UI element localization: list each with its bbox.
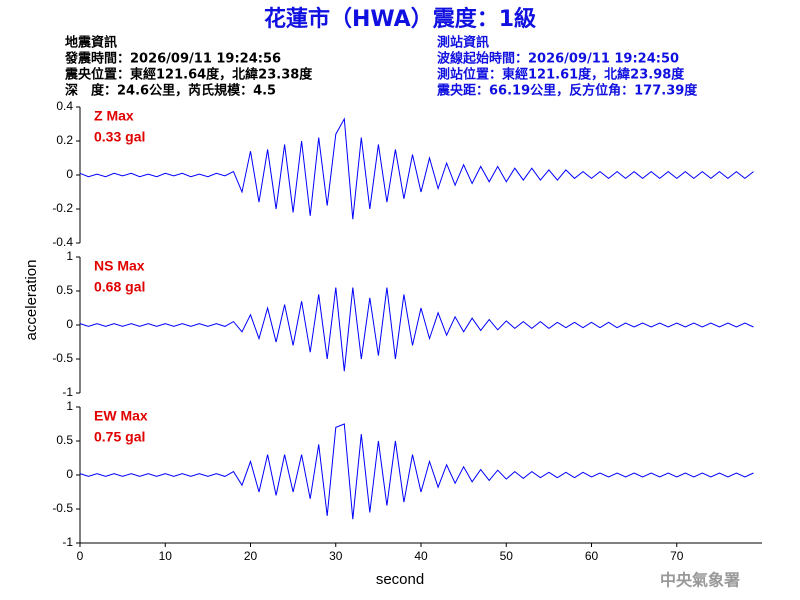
y-tick-label: 1 bbox=[66, 249, 73, 263]
x-tick-label: 50 bbox=[500, 549, 514, 563]
panel-label: Z Max bbox=[94, 108, 134, 124]
panel-annotation: 0.68 gal bbox=[94, 279, 145, 295]
info: 測站資訊 bbox=[437, 35, 489, 51]
x-tick-label: 70 bbox=[670, 549, 684, 563]
x-tick-label: 40 bbox=[414, 549, 428, 563]
waveform bbox=[79, 423, 754, 520]
y-axis-label: acceleration bbox=[23, 260, 40, 341]
x-axis-label: second bbox=[376, 571, 424, 588]
info: 震央位置：東經121.64度，北緯23.38度 bbox=[64, 67, 313, 83]
info: 震央距：66.19公里，反方位角：177.39度 bbox=[436, 83, 698, 99]
y-tick-label: -0.5 bbox=[52, 501, 73, 515]
y-tick-label: -1 bbox=[62, 535, 73, 549]
info: 地震資訊 bbox=[65, 35, 117, 51]
panel-label: EW Max bbox=[94, 408, 148, 424]
y-tick-label: 0.5 bbox=[56, 283, 73, 297]
panel-annotation: 0.33 gal bbox=[94, 129, 145, 145]
y-tick-label: -0.5 bbox=[52, 351, 73, 365]
panel-annotation: 0.75 gal bbox=[94, 429, 145, 445]
y-tick-label: 0 bbox=[66, 167, 73, 181]
footer: 中央氣象署 bbox=[660, 571, 740, 590]
info: 發震時間：2026/09/11 19:24:56 bbox=[64, 51, 281, 67]
y-tick-label: 1 bbox=[66, 399, 73, 413]
panel-label: NS Max bbox=[94, 258, 145, 274]
info: 深 度：24.6公里，芮氏規模：4.5 bbox=[65, 83, 276, 99]
x-tick-label: 20 bbox=[244, 549, 258, 563]
y-tick-label: 0 bbox=[66, 467, 73, 481]
y-tick-label: -0.4 bbox=[52, 235, 73, 249]
y-tick-label: -1 bbox=[62, 385, 73, 399]
x-tick-label: 30 bbox=[329, 549, 343, 563]
y-tick-label: 0.5 bbox=[56, 433, 73, 447]
x-tick-label: 10 bbox=[159, 549, 173, 563]
x-tick-label: 60 bbox=[585, 549, 599, 563]
title: 花蓮市（HWA）震度：1級 bbox=[264, 6, 536, 32]
waveform bbox=[79, 117, 754, 220]
y-tick-label: 0.2 bbox=[56, 133, 73, 147]
y-tick-label: 0 bbox=[66, 317, 73, 331]
y-tick-label: 0.4 bbox=[56, 99, 73, 113]
info: 波線起始時間：2026/09/11 19:24:50 bbox=[437, 51, 679, 67]
waveform bbox=[79, 287, 754, 372]
y-tick-label: -0.2 bbox=[52, 201, 73, 215]
info: 測站位置：東經121.61度，北緯23.98度 bbox=[437, 67, 685, 83]
x-tick-label: 0 bbox=[77, 549, 84, 563]
